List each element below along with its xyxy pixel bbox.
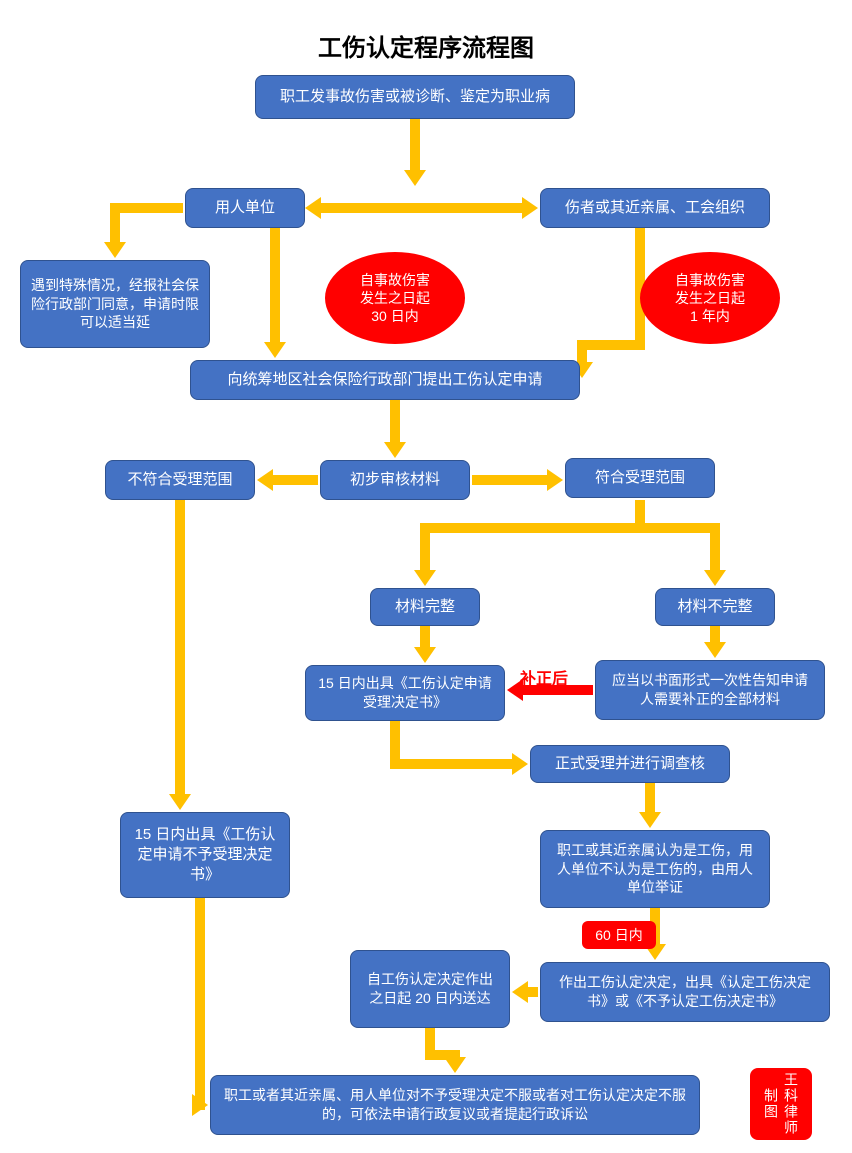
author-stamp-text: 王科律师制图 (761, 1068, 801, 1140)
ellipse-1-year-text: 自事故伤害 发生之日起 1 年内 (675, 271, 745, 326)
badge-60-days: 60 日内 (582, 921, 656, 949)
node-15-accept: 15 日内出具《工伤认定申请受理决定书》 (305, 665, 505, 721)
node-decision: 作出工伤认定决定，出具《认定工伤决定书》或《不予认定工伤决定书》 (540, 962, 830, 1022)
node-special: 遇到特殊情况，经报社会保险行政部门同意，申请时限可以适当延 (20, 260, 210, 348)
author-stamp: 王科律师制图 (750, 1068, 812, 1140)
ellipse-1y-line1: 自事故伤害 (675, 271, 745, 289)
node-20-deliver-text: 自工伤认定决定作出之日起 20 日内送达 (361, 970, 499, 1008)
node-start-text: 职工发事故伤害或被诊断、鉴定为职业病 (280, 87, 550, 107)
node-dispute: 职工或其近亲属认为是工伤，用人单位不认为是工伤的，由用人单位举证 (540, 830, 770, 908)
node-dispute-text: 职工或其近亲属认为是工伤，用人单位不认为是工伤的，由用人单位举证 (551, 841, 759, 898)
node-employer: 用人单位 (185, 188, 305, 228)
node-incomplete: 材料不完整 (655, 588, 775, 626)
badge-60-days-text: 60 日内 (595, 925, 642, 945)
node-start: 职工发事故伤害或被诊断、鉴定为职业病 (255, 75, 575, 119)
node-not-fit: 不符合受理范围 (105, 460, 255, 500)
node-complete-text: 材料完整 (395, 597, 455, 617)
node-fit-text: 符合受理范围 (595, 468, 685, 488)
node-formal: 正式受理并进行调查核 (530, 745, 730, 783)
node-15-reject-text: 15 日内出具《工伤认定申请不予受理决定书》 (131, 825, 279, 886)
chart-title: 工伤认定程序流程图 (0, 28, 852, 63)
ellipse-30-days: 自事故伤害 发生之日起 30 日内 (325, 252, 465, 344)
node-employer-text: 用人单位 (215, 198, 275, 218)
node-inform: 应当以书面形式一次性告知申请人需要补正的全部材料 (595, 660, 825, 720)
node-incomplete-text: 材料不完整 (677, 597, 752, 617)
node-decision-text: 作出工伤认定决定，出具《认定工伤决定书》或《不予认定工伤决定书》 (551, 973, 819, 1011)
ellipse-1y-line2: 发生之日起 (675, 289, 745, 307)
node-victim: 伤者或其近亲属、工会组织 (540, 188, 770, 228)
node-final-text: 职工或者其近亲属、用人单位对不予受理决定不服或者对工伤认定决定不服的，可依法申请… (221, 1086, 689, 1124)
label-after-correction-text: 补正后 (520, 671, 568, 688)
node-fit: 符合受理范围 (565, 458, 715, 498)
ellipse-30-line2: 发生之日起 (360, 289, 430, 307)
ellipse-30-days-text: 自事故伤害 发生之日起 30 日内 (360, 271, 430, 326)
node-victim-text: 伤者或其近亲属、工会组织 (565, 198, 745, 218)
ellipse-1-year: 自事故伤害 发生之日起 1 年内 (640, 252, 780, 344)
node-apply: 向统筹地区社会保险行政部门提出工伤认定申请 (190, 360, 580, 400)
chart-title-text: 工伤认定程序流程图 (318, 35, 534, 62)
node-complete: 材料完整 (370, 588, 480, 626)
ellipse-1y-line3: 1 年内 (675, 307, 745, 325)
node-15-accept-text: 15 日内出具《工伤认定申请受理决定书》 (316, 674, 494, 712)
node-apply-text: 向统筹地区社会保险行政部门提出工伤认定申请 (227, 370, 542, 390)
node-inform-text: 应当以书面形式一次性告知申请人需要补正的全部材料 (606, 671, 814, 709)
node-15-reject: 15 日内出具《工伤认定申请不予受理决定书》 (120, 812, 290, 898)
node-preliminary: 初步审核材料 (320, 460, 470, 500)
ellipse-30-line1: 自事故伤害 (360, 271, 430, 289)
node-preliminary-text: 初步审核材料 (350, 470, 440, 490)
node-not-fit-text: 不符合受理范围 (127, 470, 232, 490)
node-special-text: 遇到特殊情况，经报社会保险行政部门同意，申请时限可以适当延 (31, 276, 199, 333)
node-20-deliver: 自工伤认定决定作出之日起 20 日内送达 (350, 950, 510, 1028)
node-final: 职工或者其近亲属、用人单位对不予受理决定不服或者对工伤认定决定不服的，可依法申请… (210, 1075, 700, 1135)
node-formal-text: 正式受理并进行调查核 (555, 754, 705, 774)
label-after-correction: 补正后 (520, 665, 568, 689)
ellipse-30-line3: 30 日内 (360, 307, 430, 325)
